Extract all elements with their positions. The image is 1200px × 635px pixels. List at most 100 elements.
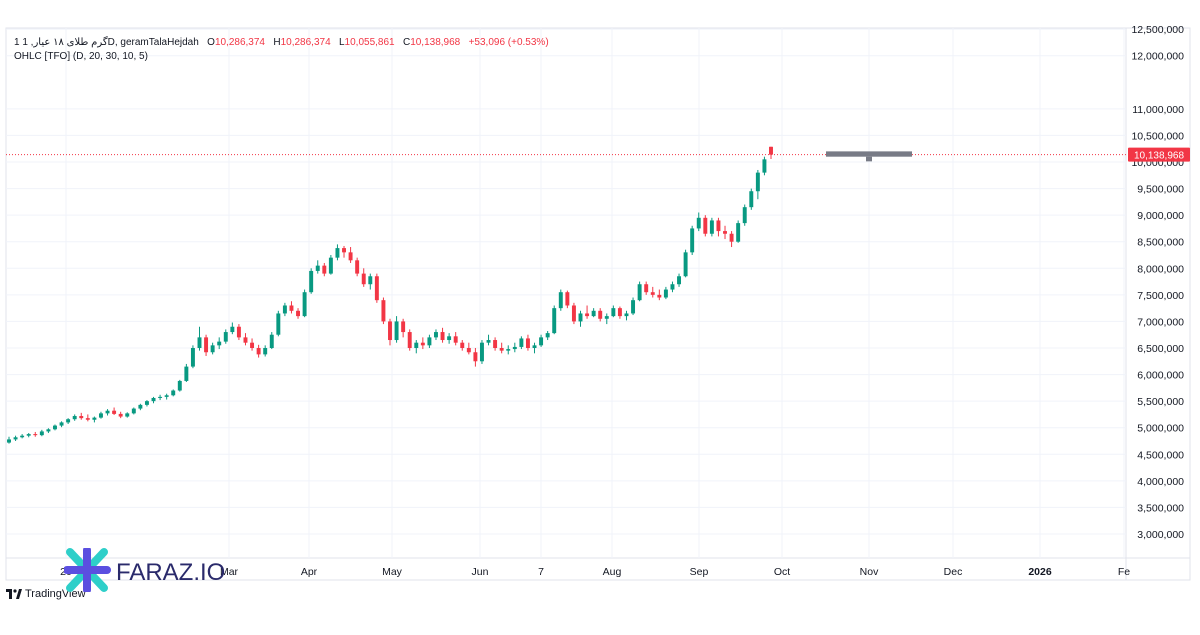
candle[interactable] bbox=[309, 268, 314, 294]
candle[interactable] bbox=[144, 400, 149, 407]
candle[interactable] bbox=[723, 225, 727, 240]
candle[interactable] bbox=[302, 289, 307, 318]
candle[interactable] bbox=[585, 305, 590, 319]
candle[interactable] bbox=[158, 394, 163, 401]
candle[interactable] bbox=[315, 260, 320, 274]
candle[interactable] bbox=[13, 435, 18, 441]
candle[interactable] bbox=[440, 327, 445, 343]
candle[interactable] bbox=[289, 301, 294, 314]
candle[interactable] bbox=[276, 310, 281, 337]
candle[interactable] bbox=[125, 412, 130, 418]
candle[interactable] bbox=[236, 324, 241, 341]
candle[interactable] bbox=[131, 407, 136, 415]
candle[interactable] bbox=[525, 334, 530, 351]
candle[interactable] bbox=[322, 262, 327, 277]
candle[interactable] bbox=[729, 231, 734, 248]
candle[interactable] bbox=[512, 342, 517, 353]
candle[interactable] bbox=[650, 286, 655, 298]
candle[interactable] bbox=[407, 329, 412, 351]
candle[interactable] bbox=[197, 326, 202, 351]
candle[interactable] bbox=[243, 333, 248, 346]
candle[interactable] bbox=[677, 273, 682, 287]
candle[interactable] bbox=[578, 310, 583, 327]
candle[interactable] bbox=[683, 249, 688, 278]
candle[interactable] bbox=[210, 342, 215, 355]
candle[interactable] bbox=[709, 217, 714, 237]
candle[interactable] bbox=[118, 411, 123, 419]
candle[interactable] bbox=[98, 411, 103, 419]
candle[interactable] bbox=[79, 412, 84, 420]
candle[interactable] bbox=[204, 334, 209, 356]
candle[interactable] bbox=[716, 217, 721, 237]
candle[interactable] bbox=[230, 322, 235, 335]
candle[interactable] bbox=[624, 310, 629, 321]
candle[interactable] bbox=[460, 340, 465, 351]
candle[interactable] bbox=[72, 414, 77, 421]
candle[interactable] bbox=[256, 344, 261, 358]
candle[interactable] bbox=[663, 286, 668, 300]
candle[interactable] bbox=[762, 156, 767, 176]
candle[interactable] bbox=[328, 255, 333, 275]
candle[interactable] bbox=[447, 333, 452, 344]
candle[interactable] bbox=[558, 289, 563, 311]
candle[interactable] bbox=[506, 345, 511, 355]
candle[interactable] bbox=[368, 273, 373, 290]
candle[interactable] bbox=[545, 330, 550, 341]
candle[interactable] bbox=[394, 316, 399, 343]
candle[interactable] bbox=[164, 393, 169, 400]
candle[interactable] bbox=[282, 302, 287, 317]
candle[interactable] bbox=[138, 403, 143, 411]
candle[interactable] bbox=[453, 332, 458, 346]
candle[interactable] bbox=[493, 337, 498, 351]
candle[interactable] bbox=[342, 245, 346, 258]
candle[interactable] bbox=[348, 247, 353, 263]
candle[interactable] bbox=[217, 337, 222, 350]
candle[interactable] bbox=[611, 305, 616, 318]
candle[interactable] bbox=[361, 268, 366, 287]
candle[interactable] bbox=[250, 338, 255, 351]
candle[interactable] bbox=[631, 297, 636, 316]
candle[interactable] bbox=[571, 302, 576, 325]
projection-box[interactable] bbox=[826, 151, 912, 157]
candle[interactable] bbox=[20, 434, 25, 439]
candle[interactable] bbox=[33, 431, 38, 437]
candle[interactable] bbox=[519, 336, 524, 350]
symbol-label[interactable]: 1 گرم طلای ۱۸ عیار, 1D, geramTalaHejdah bbox=[14, 37, 199, 48]
candle[interactable] bbox=[769, 146, 773, 160]
candle[interactable] bbox=[105, 409, 110, 416]
candle[interactable] bbox=[434, 329, 438, 341]
candle[interactable] bbox=[7, 436, 11, 444]
candle[interactable] bbox=[617, 306, 622, 319]
candle[interactable] bbox=[39, 429, 44, 437]
candle[interactable] bbox=[177, 379, 182, 392]
indicator-label[interactable]: OHLC [TFO] (D, 20, 30, 10, 5) bbox=[14, 51, 148, 62]
candle[interactable] bbox=[539, 334, 544, 347]
candle[interactable] bbox=[26, 433, 31, 438]
candle[interactable] bbox=[269, 332, 274, 350]
candle[interactable] bbox=[374, 273, 379, 303]
candle[interactable] bbox=[53, 424, 57, 431]
candle[interactable] bbox=[742, 204, 747, 226]
candle[interactable] bbox=[657, 289, 662, 301]
candle[interactable] bbox=[565, 290, 570, 309]
candle[interactable] bbox=[223, 329, 228, 344]
candle[interactable] bbox=[151, 396, 156, 404]
candle[interactable] bbox=[112, 407, 117, 415]
candle[interactable] bbox=[696, 212, 701, 232]
candle[interactable] bbox=[598, 308, 603, 322]
candle[interactable] bbox=[66, 418, 71, 424]
candle[interactable] bbox=[420, 337, 425, 350]
candle[interactable] bbox=[296, 308, 301, 319]
candle[interactable] bbox=[690, 225, 695, 255]
candle[interactable] bbox=[532, 342, 537, 354]
candle[interactable] bbox=[591, 308, 596, 318]
candle[interactable] bbox=[479, 340, 484, 364]
candle[interactable] bbox=[552, 305, 557, 335]
candle[interactable] bbox=[637, 281, 642, 302]
candle[interactable] bbox=[473, 348, 478, 367]
candle[interactable] bbox=[466, 342, 471, 355]
candle[interactable] bbox=[670, 281, 675, 293]
candle[interactable] bbox=[414, 340, 419, 354]
